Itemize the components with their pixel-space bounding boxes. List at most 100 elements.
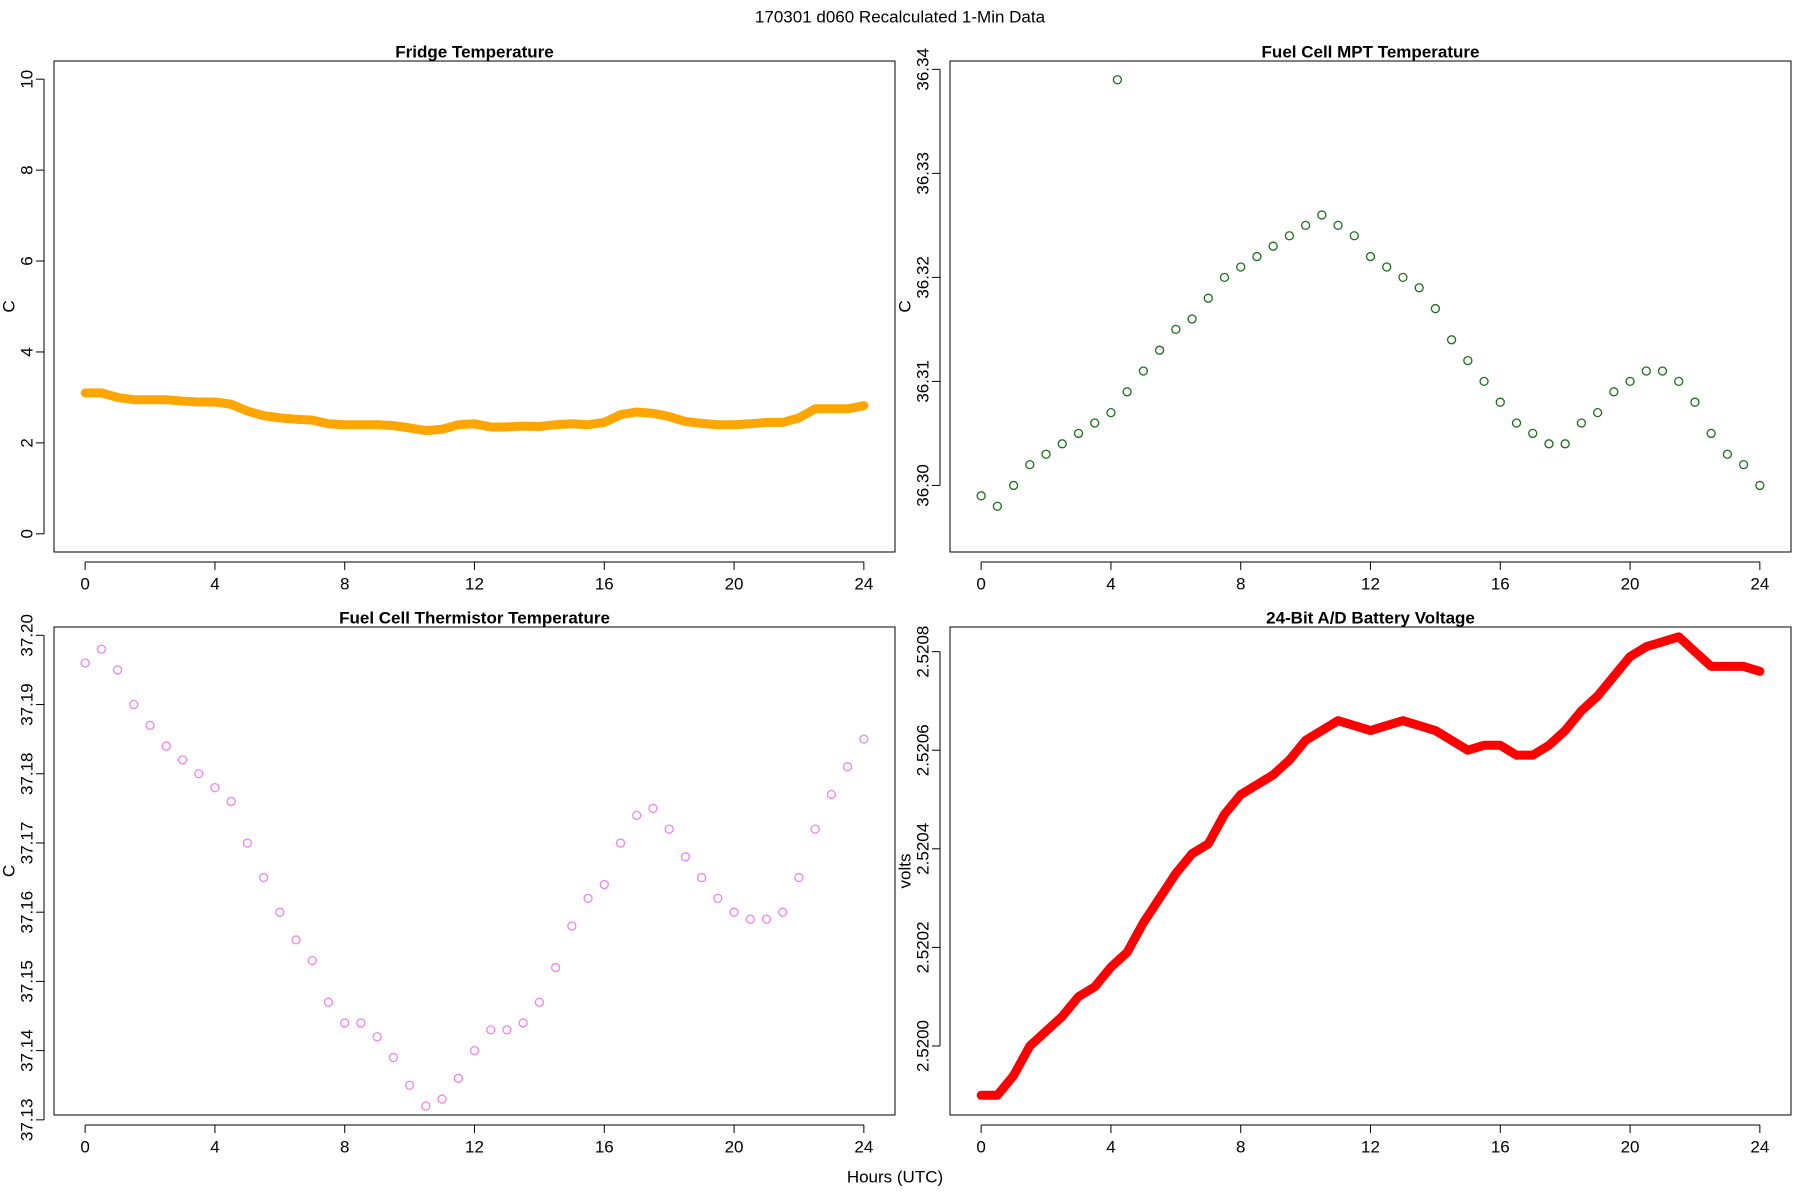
data-point	[96, 644, 107, 654]
data-point	[632, 810, 642, 820]
plot-frame	[949, 626, 1792, 1116]
data-point	[112, 665, 123, 675]
panel-title: Fuel Cell Thermistor Temperature	[339, 608, 610, 627]
y-tick-label: 36.33	[913, 152, 932, 195]
data-point	[145, 720, 155, 730]
data-point	[291, 935, 301, 945]
data-point	[1495, 397, 1505, 407]
data-point	[1187, 314, 1197, 324]
data-point	[1528, 428, 1538, 439]
y-axis-label: C	[0, 865, 18, 877]
data-point	[1252, 251, 1262, 262]
data-point	[129, 699, 139, 710]
x-tick-label: 24	[854, 574, 873, 593]
data-point	[1106, 407, 1116, 418]
data-point	[550, 962, 561, 973]
y-tick-label: 4	[17, 347, 36, 356]
y-tick-label: 2.5200	[913, 1020, 932, 1072]
data-point	[372, 1032, 382, 1042]
data-point	[1122, 387, 1132, 397]
x-tick-label: 24	[854, 1137, 873, 1156]
data-point	[1576, 418, 1587, 428]
data-point	[421, 1101, 431, 1111]
x-tick-label: 0	[80, 1137, 89, 1156]
data-point	[1090, 418, 1100, 428]
data-point	[1690, 397, 1700, 407]
data-point	[1511, 418, 1522, 428]
data-point	[469, 1045, 480, 1056]
x-tick-label: 20	[725, 1137, 744, 1156]
x-tick-label: 12	[1361, 574, 1380, 593]
y-tick-label: 37.15	[17, 960, 36, 1003]
data-point	[1609, 387, 1619, 397]
data-point	[1674, 376, 1684, 387]
data-point	[1112, 75, 1123, 85]
x-tick-label: 12	[465, 1137, 484, 1156]
panel-title: Fridge Temperature	[395, 42, 553, 61]
x-tick-label: 8	[340, 1137, 349, 1156]
data-point	[1138, 366, 1149, 376]
data-point	[826, 789, 837, 800]
data-point	[1203, 293, 1213, 303]
data-point	[1268, 241, 1278, 251]
data-point	[992, 501, 1003, 511]
data-point	[307, 955, 317, 966]
data-point	[1544, 439, 1554, 449]
data-point	[177, 755, 188, 765]
x-tick-label: 16	[1491, 574, 1510, 593]
y-axis-label: C	[0, 300, 18, 312]
data-point	[1657, 366, 1668, 376]
data-point	[356, 1018, 366, 1028]
data-point	[859, 734, 869, 744]
data-point	[1073, 428, 1084, 439]
data-point	[1446, 335, 1457, 345]
data-point	[226, 796, 236, 807]
data-point	[1755, 480, 1765, 491]
x-tick-label: 12	[465, 574, 484, 593]
x-tick-label: 16	[595, 574, 614, 593]
y-tick-label: 37.20	[17, 614, 36, 657]
y-tick-label: 37.19	[17, 683, 36, 726]
y-tick-label: 2.5206	[913, 724, 932, 776]
plot-frame	[53, 626, 896, 1116]
data-point	[323, 997, 334, 1007]
x-axis-label: Hours (UTC)	[847, 1167, 943, 1186]
data-point	[1382, 262, 1392, 272]
data-point	[778, 907, 788, 917]
x-tick-label: 24	[1750, 574, 1769, 593]
panel-title: 24-Bit A/D Battery Voltage	[1266, 608, 1475, 627]
y-tick-label: 8	[17, 165, 36, 174]
data-point	[194, 769, 204, 779]
y-tick-label: 37.17	[17, 822, 36, 865]
x-tick-label: 8	[1236, 574, 1245, 593]
data-point	[648, 803, 658, 814]
y-tick-label: 6	[17, 256, 36, 265]
x-tick-label: 12	[1361, 1137, 1380, 1156]
data-point	[80, 658, 90, 668]
data-point	[1236, 262, 1246, 272]
x-tick-label: 20	[725, 574, 744, 593]
data-point	[680, 852, 691, 862]
x-tick-label: 4	[210, 574, 219, 593]
data-point	[275, 907, 285, 917]
y-tick-label: 2.5208	[913, 626, 932, 678]
data-point	[1706, 428, 1716, 439]
x-tick-label: 8	[1236, 1137, 1245, 1156]
y-tick-label: 0	[17, 529, 36, 538]
y-tick-label: 37.14	[17, 1029, 36, 1072]
data-point	[1738, 459, 1749, 470]
data-point	[761, 914, 772, 924]
data-point	[534, 997, 545, 1007]
y-tick-label: 37.16	[17, 891, 36, 934]
data-line	[976, 632, 1765, 1100]
data-point	[486, 1025, 496, 1035]
y-tick-label: 36.34	[913, 48, 932, 91]
y-tick-label: 36.32	[913, 256, 932, 299]
x-tick-label: 0	[976, 1137, 985, 1156]
x-tick-label: 0	[80, 574, 89, 593]
x-tick-label: 20	[1621, 574, 1640, 593]
data-point	[437, 1094, 447, 1104]
data-point	[810, 824, 820, 834]
